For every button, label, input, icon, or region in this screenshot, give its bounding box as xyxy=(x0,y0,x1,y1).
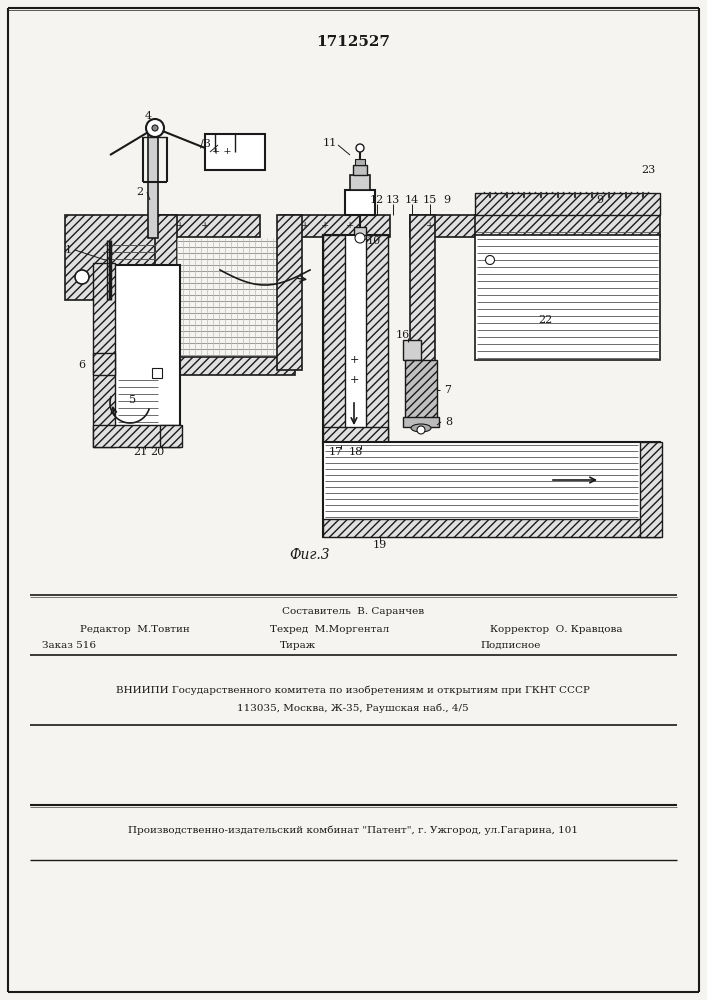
Text: Подписное: Подписное xyxy=(480,641,540,650)
Circle shape xyxy=(146,119,164,137)
Text: +: + xyxy=(349,355,358,365)
Text: Техред  М.Моргентал: Техред М.Моргентал xyxy=(270,626,390,635)
Text: +: + xyxy=(426,222,434,231)
Text: 14: 14 xyxy=(405,195,419,205)
Circle shape xyxy=(152,125,158,131)
Text: +: + xyxy=(346,222,354,231)
Text: Фиг.3: Фиг.3 xyxy=(290,548,330,562)
Bar xyxy=(350,175,370,190)
Text: +: + xyxy=(301,222,309,231)
Text: 4: 4 xyxy=(144,111,151,121)
Text: 18: 18 xyxy=(349,447,363,457)
Bar xyxy=(160,215,260,237)
Bar xyxy=(65,215,165,300)
Bar xyxy=(277,215,302,370)
Text: 17: 17 xyxy=(329,447,343,457)
Text: 12: 12 xyxy=(370,195,384,205)
Circle shape xyxy=(417,426,425,434)
Text: 6: 6 xyxy=(78,360,86,370)
Text: 7: 7 xyxy=(445,385,452,395)
Bar xyxy=(475,235,660,360)
Bar xyxy=(155,357,295,375)
Bar xyxy=(323,519,660,537)
Bar xyxy=(160,425,182,447)
Text: 9: 9 xyxy=(597,195,604,205)
Text: +: + xyxy=(201,222,209,231)
Text: 13: 13 xyxy=(386,195,400,205)
Text: 23: 23 xyxy=(641,165,655,175)
Text: Корректор  О. Кравцова: Корректор О. Кравцова xyxy=(490,626,622,635)
Bar xyxy=(323,442,660,537)
Text: Производственно-издательский комбинат "Патент", г. Ужгород, ул.Гагарина, 101: Производственно-издательский комбинат "П… xyxy=(128,825,578,835)
Bar xyxy=(366,235,388,445)
Text: Редактор  М.Товтин: Редактор М.Товтин xyxy=(80,626,189,635)
Text: 21: 21 xyxy=(133,447,147,457)
Circle shape xyxy=(486,255,494,264)
Bar xyxy=(280,215,390,237)
Text: + +: + + xyxy=(212,147,232,156)
Bar xyxy=(205,134,265,170)
Text: 8: 8 xyxy=(445,417,452,427)
Bar xyxy=(345,190,375,215)
Text: 9: 9 xyxy=(443,195,450,205)
Text: 10: 10 xyxy=(367,236,381,246)
Bar xyxy=(148,133,158,238)
Bar xyxy=(403,340,421,360)
Bar xyxy=(323,427,388,445)
Bar xyxy=(152,368,162,378)
Circle shape xyxy=(356,144,364,152)
Bar xyxy=(93,263,115,447)
Text: Составитель  В. Саранчев: Составитель В. Саранчев xyxy=(282,607,424,616)
Text: 20: 20 xyxy=(150,447,164,457)
Text: 5: 5 xyxy=(129,395,136,405)
Bar xyxy=(95,265,180,445)
Text: /3: /3 xyxy=(199,139,211,149)
Text: 11: 11 xyxy=(323,138,337,148)
Circle shape xyxy=(355,233,365,243)
Bar xyxy=(323,235,345,445)
Text: +: + xyxy=(349,375,358,385)
Bar xyxy=(355,159,365,165)
Bar xyxy=(323,235,388,445)
Text: ВНИИПИ Государственного комитета по изобретениям и открытиям при ГКНТ СССР: ВНИИПИ Государственного комитета по изоб… xyxy=(116,685,590,695)
Text: Тираж: Тираж xyxy=(280,641,316,650)
Ellipse shape xyxy=(411,424,431,432)
Bar xyxy=(410,215,435,370)
Text: 15: 15 xyxy=(423,195,437,205)
Bar xyxy=(93,425,180,447)
Bar xyxy=(354,227,366,235)
Circle shape xyxy=(75,270,89,284)
Text: 1: 1 xyxy=(64,245,71,255)
Bar xyxy=(403,417,439,427)
Text: +: + xyxy=(321,222,329,231)
Bar xyxy=(93,353,115,375)
Bar xyxy=(475,215,660,237)
Bar xyxy=(353,165,367,175)
Bar xyxy=(640,442,662,537)
Text: +: + xyxy=(176,222,184,231)
Text: 16: 16 xyxy=(396,330,410,340)
Text: 113035, Москва, Ж-35, Раушская наб., 4/5: 113035, Москва, Ж-35, Раушская наб., 4/5 xyxy=(237,703,469,713)
Text: Заказ 516: Заказ 516 xyxy=(42,641,96,650)
Bar xyxy=(155,215,177,370)
Text: 22: 22 xyxy=(538,315,552,325)
Bar xyxy=(405,360,437,420)
Bar xyxy=(410,215,480,237)
Text: 1712527: 1712527 xyxy=(316,35,390,49)
Text: 2: 2 xyxy=(136,187,144,197)
Bar xyxy=(475,193,660,215)
Text: 19: 19 xyxy=(373,540,387,550)
